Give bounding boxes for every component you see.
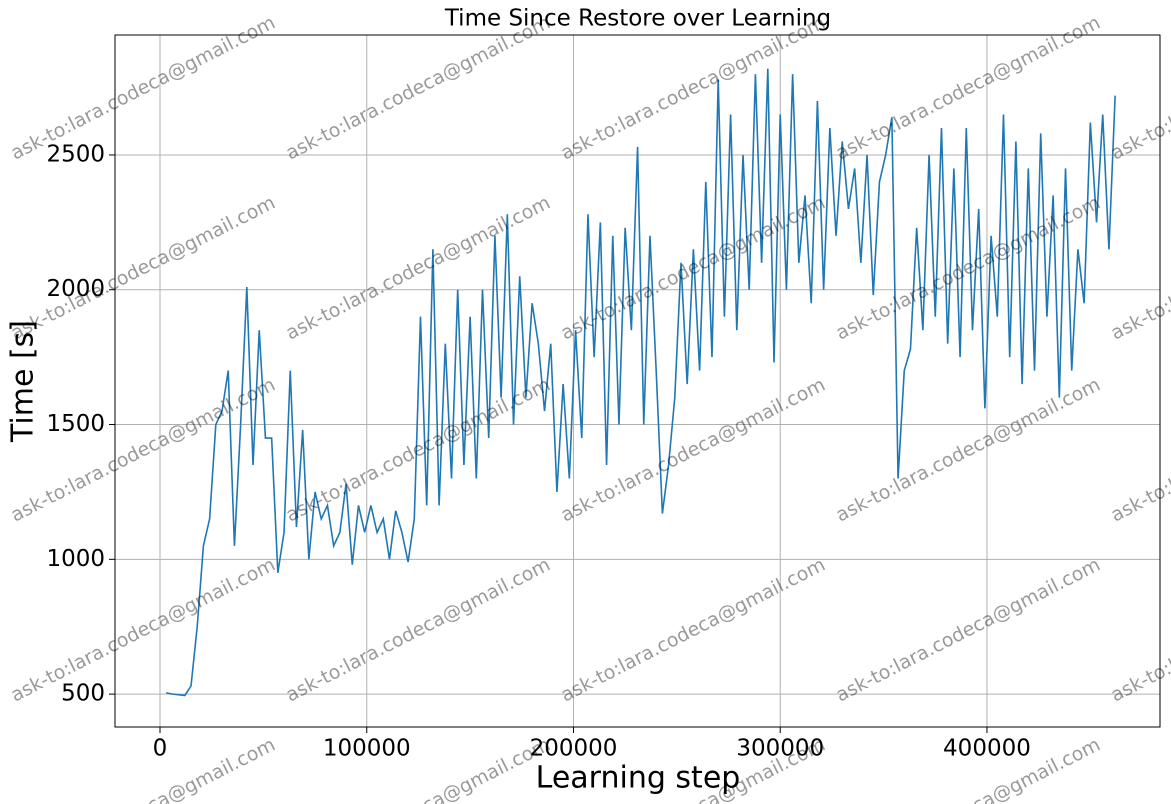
x-tick-label: 300000 bbox=[736, 736, 824, 762]
y-tick-label: 1000 bbox=[46, 546, 105, 572]
plot-frame bbox=[114, 34, 1161, 728]
watermark: ask-to:lara.codeca@gmail.com bbox=[832, 12, 1104, 165]
watermark: ask-to:lara.codeca@gmail.com bbox=[7, 554, 279, 707]
y-tick-label: 1500 bbox=[46, 411, 105, 437]
data-line bbox=[166, 68, 1116, 697]
watermark: ask-to:lara.codeca@gmail.com bbox=[1107, 12, 1171, 165]
watermark: ask-to:lara.codeca@gmail.com bbox=[7, 734, 279, 804]
x-tick-label: 200000 bbox=[530, 736, 618, 762]
y-tick-label: 2500 bbox=[46, 141, 105, 167]
watermark: ask-to:lara.codeca@gmail.com bbox=[557, 374, 829, 527]
x-tick-label: 0 bbox=[153, 736, 168, 762]
watermark: ask-to:lara.codeca@gmail.com bbox=[7, 374, 279, 527]
y-tick-label: 2000 bbox=[46, 276, 105, 302]
watermark: ask-to:lara.codeca@gmail.com bbox=[832, 374, 1104, 527]
y-axis-label: Time [s] bbox=[6, 320, 41, 443]
watermarks: ask-to:lara.codeca@gmail.comask-to:lara.… bbox=[7, 12, 1171, 804]
watermark: ask-to:lara.codeca@gmail.com bbox=[282, 192, 554, 345]
watermark: ask-to:lara.codeca@gmail.com bbox=[7, 12, 279, 165]
watermark: ask-to:lara.codeca@gmail.com bbox=[282, 12, 554, 165]
watermark: ask-to:lara.codeca@gmail.com bbox=[7, 192, 279, 345]
x-axis-label: Learning step bbox=[536, 761, 741, 796]
watermark: ask-to:lara.codeca@gmail.com bbox=[1107, 734, 1171, 804]
watermark: ask-to:lara.codeca@gmail.com bbox=[1107, 374, 1171, 527]
watermark: ask-to:lara.codeca@gmail.com bbox=[832, 554, 1104, 707]
x-tick-label: 400000 bbox=[943, 736, 1031, 762]
watermark: ask-to:lara.codeca@gmail.com bbox=[1107, 554, 1171, 707]
watermark: ask-to:lara.codeca@gmail.com bbox=[282, 554, 554, 707]
watermark: ask-to:lara.codeca@gmail.com bbox=[557, 554, 829, 707]
chart-title: Time Since Restore over Learning bbox=[444, 6, 831, 32]
y-tick-label: 500 bbox=[61, 681, 105, 707]
watermark: ask-to:lara.codeca@gmail.com bbox=[1107, 192, 1171, 345]
x-tick-label: 100000 bbox=[323, 736, 411, 762]
watermark: ask-to:lara.codeca@gmail.com bbox=[557, 12, 829, 165]
